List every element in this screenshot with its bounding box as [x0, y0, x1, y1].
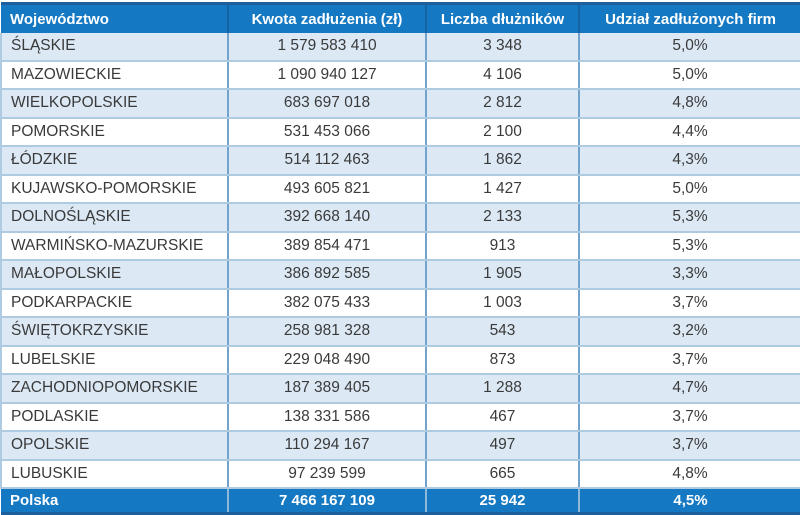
cell-udzial-zadluzonych-firm: 3,7%	[578, 288, 800, 318]
table-row: PODLASKIE 138 331 586 467 3,7%	[0, 402, 800, 432]
cell-kwota-zadluzenia: 514 112 463	[227, 146, 426, 176]
cell-kwota-zadluzenia: 138 331 586	[227, 402, 426, 432]
cell-udzial-zadluzonych-firm: 5,0%	[578, 174, 800, 204]
cell-udzial-zadluzonych-firm: 3,3%	[578, 260, 800, 290]
table-row: MAZOWIECKIE 1 090 940 127 4 106 5,0%	[0, 60, 800, 90]
cell-wojewodztwo: PODLASKIE	[0, 402, 228, 432]
cell-udzial-zadluzonych-firm: 5,3%	[578, 231, 800, 261]
footer-row-polska: Polska 7 466 167 109 25 942 4,5%	[1, 488, 800, 515]
cell-udzial-zadluzonych-firm: 3,2%	[578, 317, 800, 347]
cell-wojewodztwo: LUBUSKIE	[0, 459, 228, 489]
cell-liczba-dluznikow: 1 905	[425, 260, 579, 290]
table-footer: Polska 7 466 167 109 25 942 4,5%	[1, 488, 800, 515]
table-row: LUBELSKIE 229 048 490 873 3,7%	[0, 345, 800, 375]
cell-liczba-dluznikow: 873	[425, 345, 579, 375]
cell-wojewodztwo: MAŁOPOLSKIE	[0, 260, 228, 290]
cell-kwota-zadluzenia: 389 854 471	[227, 231, 426, 261]
cell-liczba-dluznikow: 1 288	[425, 374, 579, 404]
cell-kwota-zadluzenia: 97 239 599	[227, 459, 426, 489]
cell-kwota-zadluzenia: 493 605 821	[227, 174, 426, 204]
cell-wojewodztwo: KUJAWSKO-POMORSKIE	[0, 174, 228, 204]
cell-liczba-dluznikow: 2 133	[425, 203, 579, 233]
cell-wojewodztwo: ZACHODNIOPOMORSKIE	[0, 374, 228, 404]
table-row: WIELKOPOLSKIE 683 697 018 2 812 4,8%	[0, 89, 800, 119]
cell-liczba-dluznikow: 913	[425, 231, 579, 261]
table-row: OPOLSKIE 110 294 167 497 3,7%	[0, 431, 800, 461]
cell-udzial-zadluzonych-firm: 4,8%	[578, 459, 800, 489]
cell-wojewodztwo: POMORSKIE	[0, 117, 228, 147]
table-row: POMORSKIE 531 453 066 2 100 4,4%	[0, 117, 800, 147]
cell-kwota-zadluzenia: 110 294 167	[227, 431, 426, 461]
table-row: DOLNOŚLĄSKIE 392 668 140 2 133 5,3%	[0, 203, 800, 233]
table-header: Województwo Kwota zadłużenia (zł) Liczba…	[1, 2, 800, 33]
table-row: ŚWIĘTOKRZYSKIE 258 981 328 543 3,2%	[0, 317, 800, 347]
cell-liczba-dluznikow: 2 812	[425, 89, 579, 119]
table-row: LUBUSKIE 97 239 599 665 4,8%	[0, 459, 800, 489]
table-row: ŚLĄSKIE 1 579 583 410 3 348 5,0%	[0, 33, 800, 62]
cell-wojewodztwo: ŚLĄSKIE	[0, 33, 228, 62]
cell-udzial-zadluzonych-firm: 3,7%	[578, 402, 800, 432]
cell-wojewodztwo: ŚWIĘTOKRZYSKIE	[0, 317, 228, 347]
cell-udzial-zadluzonych-firm: 4,4%	[578, 117, 800, 147]
cell-kwota-zadluzenia: 531 453 066	[227, 117, 426, 147]
cell-udzial-zadluzonych-firm: 5,0%	[578, 33, 800, 62]
cell-liczba-dluznikow: 665	[425, 459, 579, 489]
cell-kwota-zadluzenia: 382 075 433	[227, 288, 426, 318]
cell-wojewodztwo: DOLNOŚLĄSKIE	[0, 203, 228, 233]
cell-udzial-zadluzonych-firm: 4,8%	[578, 89, 800, 119]
cell-wojewodztwo: ŁÓDZKIE	[0, 146, 228, 176]
cell-udzial-zadluzonych-firm: 4,3%	[578, 146, 800, 176]
footer-label: Polska	[1, 488, 228, 515]
table-row: WARMIŃSKO-MAZURSKIE 389 854 471 913 5,3%	[0, 231, 800, 261]
cell-udzial-zadluzonych-firm: 5,3%	[578, 203, 800, 233]
cell-wojewodztwo: WIELKOPOLSKIE	[0, 89, 228, 119]
cell-kwota-zadluzenia: 392 668 140	[227, 203, 426, 233]
footer-total-share: 4,5%	[578, 488, 800, 515]
cell-kwota-zadluzenia: 1 090 940 127	[227, 60, 426, 90]
cell-liczba-dluznikow: 467	[425, 402, 579, 432]
table-row: ŁÓDZKIE 514 112 463 1 862 4,3%	[0, 146, 800, 176]
cell-liczba-dluznikow: 2 100	[425, 117, 579, 147]
cell-wojewodztwo: LUBELSKIE	[0, 345, 228, 375]
cell-wojewodztwo: MAZOWIECKIE	[0, 60, 228, 90]
cell-liczba-dluznikow: 497	[425, 431, 579, 461]
column-header-wojewodztwo: Województwo	[1, 2, 228, 33]
cell-liczba-dluznikow: 1 862	[425, 146, 579, 176]
cell-udzial-zadluzonych-firm: 5,0%	[578, 60, 800, 90]
cell-kwota-zadluzenia: 683 697 018	[227, 89, 426, 119]
cell-kwota-zadluzenia: 258 981 328	[227, 317, 426, 347]
footer-total-debt: 7 466 167 109	[227, 488, 426, 515]
cell-liczba-dluznikow: 3 348	[425, 33, 579, 62]
cell-wojewodztwo: WARMIŃSKO-MAZURSKIE	[0, 231, 228, 261]
cell-kwota-zadluzenia: 386 892 585	[227, 260, 426, 290]
cell-udzial-zadluzonych-firm: 3,7%	[578, 345, 800, 375]
column-header-kwota-zadluzenia: Kwota zadłużenia (zł)	[227, 2, 426, 33]
header-row: Województwo Kwota zadłużenia (zł) Liczba…	[1, 2, 800, 33]
table-row: ZACHODNIOPOMORSKIE 187 389 405 1 288 4,7…	[0, 374, 800, 404]
cell-kwota-zadluzenia: 229 048 490	[227, 345, 426, 375]
cell-liczba-dluznikow: 4 106	[425, 60, 579, 90]
cell-liczba-dluznikow: 543	[425, 317, 579, 347]
table-row: KUJAWSKO-POMORSKIE 493 605 821 1 427 5,0…	[0, 174, 800, 204]
cell-liczba-dluznikow: 1 427	[425, 174, 579, 204]
cell-udzial-zadluzonych-firm: 4,7%	[578, 374, 800, 404]
cell-udzial-zadluzonych-firm: 3,7%	[578, 431, 800, 461]
cell-kwota-zadluzenia: 187 389 405	[227, 374, 426, 404]
cell-wojewodztwo: PODKARPACKIE	[0, 288, 228, 318]
footer-total-debtors: 25 942	[425, 488, 579, 515]
cell-wojewodztwo: OPOLSKIE	[0, 431, 228, 461]
table-row: PODKARPACKIE 382 075 433 1 003 3,7%	[0, 288, 800, 318]
column-header-udzial-zadluzonych-firm: Udział zadłużonych firm	[578, 2, 800, 33]
cell-liczba-dluznikow: 1 003	[425, 288, 579, 318]
column-header-liczba-dluznikow: Liczba dłużników	[425, 2, 579, 33]
table-body: ŚLĄSKIE 1 579 583 410 3 348 5,0% MAZOWIE…	[0, 33, 800, 489]
cell-kwota-zadluzenia: 1 579 583 410	[227, 33, 426, 62]
table-row: MAŁOPOLSKIE 386 892 585 1 905 3,3%	[0, 260, 800, 290]
